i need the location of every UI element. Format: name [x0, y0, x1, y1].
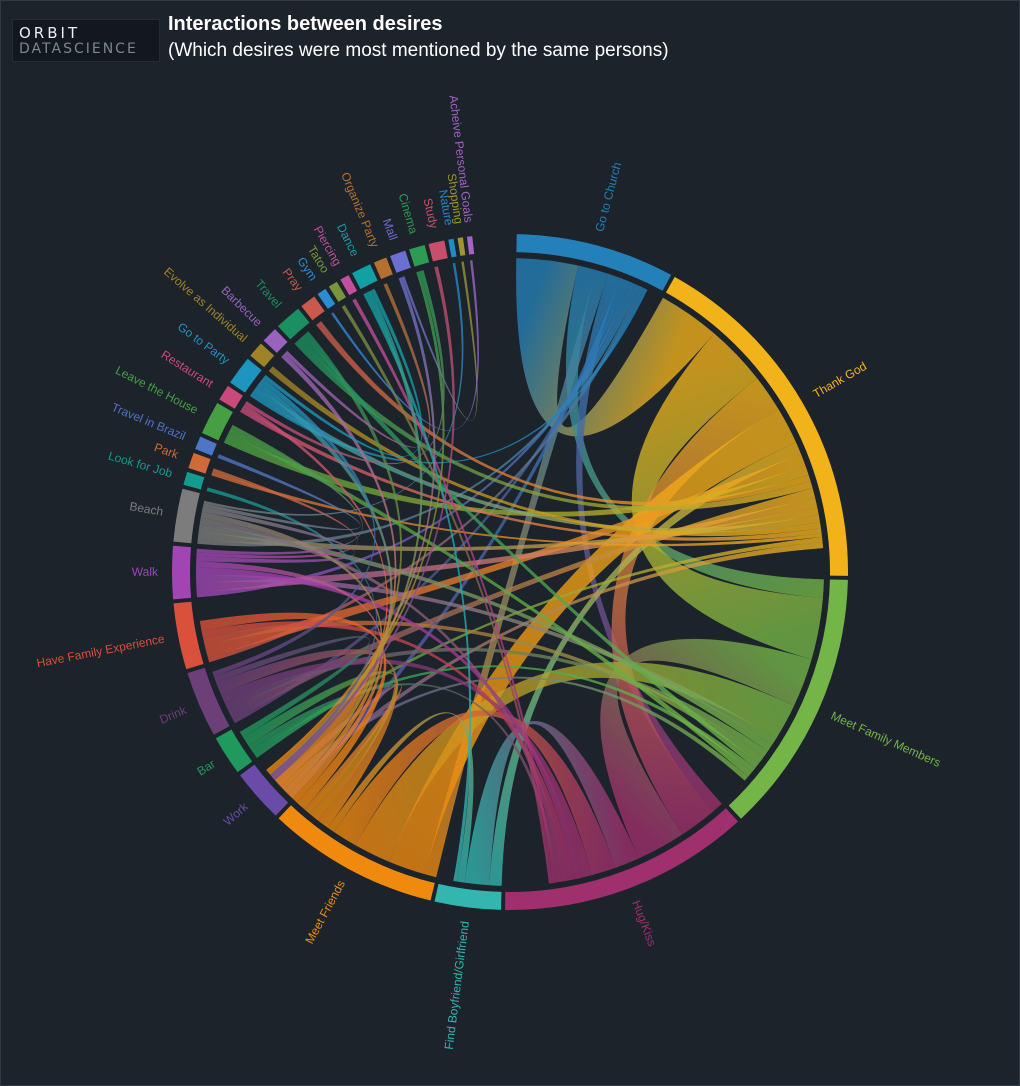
ribbon-thank-god-to-park	[211, 471, 823, 547]
ribbon-go-to-church-to-thank-god	[516, 258, 715, 437]
arc-park	[188, 452, 211, 474]
label-drink: Drink	[157, 703, 189, 727]
arc-gym	[317, 288, 336, 309]
arc-walk	[171, 545, 192, 600]
label-bar: Bar	[194, 757, 217, 779]
arc-travel-in-brazil	[195, 436, 217, 456]
arc-travel	[277, 308, 310, 340]
arc-mall	[390, 250, 411, 273]
arc-look-for-job	[183, 471, 205, 490]
label-thank-god: Thank God	[811, 359, 869, 401]
label-find-boyfriend-girlfriend: Find Boyfriend/Girlfriend	[442, 920, 472, 1050]
ribbon-thank-god-to-drink	[227, 487, 816, 719]
ribbon-thank-god-to-find-boyfriend-girlfriend	[489, 442, 801, 886]
chart-title: Interactions between desires	[168, 13, 443, 35]
arc-go-to-church	[516, 234, 672, 291]
logo-line-2: DATASCIENCE	[19, 41, 138, 57]
label-nature: Nature	[436, 189, 456, 227]
ribbon-meet-family-members-to-meet-friends	[355, 661, 795, 862]
arc-have-family-experience	[173, 601, 204, 670]
ribbon-find-boyfriend-girlfriend-to-meet-friends	[327, 712, 474, 883]
ribbon-hug-kiss-to-find-boyfriend-girlfriend	[464, 721, 639, 886]
arc-barbecue	[263, 329, 288, 353]
arc-study	[428, 240, 448, 262]
ribbon-thank-god-to-meet-family-members	[631, 333, 823, 660]
arc-acheive-personal-goals	[466, 236, 475, 255]
arc-drink	[187, 667, 230, 735]
orbit-logo: ORBIT DATASCIENCE	[12, 19, 160, 62]
ribbon-meet-friends-to-bar	[243, 671, 399, 821]
label-cinema: Cinema	[396, 192, 421, 236]
arc-go-to-party	[230, 358, 262, 393]
ribbon-meet-friends-to-go-to-party	[256, 381, 393, 794]
label-meet-family-members: Meet Family Members	[829, 709, 943, 770]
arc-meet-family-members	[728, 579, 848, 819]
ribbon-meet-family-members-to-work	[280, 676, 748, 790]
arc-cinema	[409, 244, 430, 267]
arc-tatoo	[328, 281, 347, 302]
label-walk: Walk	[132, 565, 159, 579]
label-hug-kiss: Hug/Kiss	[629, 898, 659, 948]
arc-nature	[448, 238, 457, 258]
arc-work	[240, 764, 289, 816]
logo-line-1: ORBIT	[19, 24, 81, 42]
ribbon-hug-kiss-to-drink	[220, 659, 592, 878]
ribbon-layer	[196, 258, 824, 886]
ribbon-walk-to-beach	[196, 506, 355, 563]
label-work: Work	[221, 799, 252, 829]
arc-piercing	[340, 275, 358, 296]
arc-thank-god	[665, 276, 848, 576]
arc-shopping	[457, 237, 466, 256]
label-travel: Travel	[252, 277, 284, 311]
label-have-family-experience: Have Family Experience	[35, 632, 166, 671]
arc-hug-kiss	[505, 808, 739, 910]
ribbon-meet-friends-to-have-family-experience	[199, 612, 387, 810]
arc-layer	[171, 234, 848, 910]
label-go-to-church: Go to Church	[592, 161, 624, 234]
label-mall: Mall	[380, 217, 401, 242]
arc-bar	[215, 729, 253, 773]
ribbon-thank-god-to-walk	[196, 497, 818, 593]
label-meet-friends: Meet Friends	[302, 878, 348, 946]
ribbon-thank-god-to-meet-friends	[388, 409, 796, 875]
arc-dance	[352, 264, 378, 290]
arc-find-boyfriend-girlfriend	[434, 883, 502, 910]
chart-subtitle: (Which desires were most mentioned by th…	[168, 40, 669, 61]
arc-leave-the-house	[201, 403, 233, 441]
arc-beach	[173, 488, 200, 544]
ribbon-meet-family-members-to-have-family-experience	[203, 620, 764, 764]
ribbon-find-boyfriend-girlfriend-to-dance	[363, 292, 472, 882]
label-study: Study	[421, 197, 441, 230]
arc-restaurant	[219, 385, 243, 409]
label-park: Park	[152, 440, 181, 462]
arc-organize-party	[373, 257, 393, 280]
arc-meet-friends	[278, 805, 435, 901]
ribbon-hug-kiss-to-meet-friends	[333, 710, 616, 876]
ribbon-meet-friends-to-restaurant	[242, 404, 388, 790]
ribbon-thank-god-to-hug-kiss	[611, 378, 779, 835]
ribbon-thank-god-to-have-family-experience	[204, 453, 806, 658]
arc-pray	[301, 296, 325, 321]
ribbon-meet-friends-to-drink	[216, 649, 398, 828]
label-beach: Beach	[128, 499, 164, 519]
arc-evolve-as-individual	[250, 343, 275, 368]
ribbon-meet-family-members-to-hug-kiss	[600, 638, 812, 859]
